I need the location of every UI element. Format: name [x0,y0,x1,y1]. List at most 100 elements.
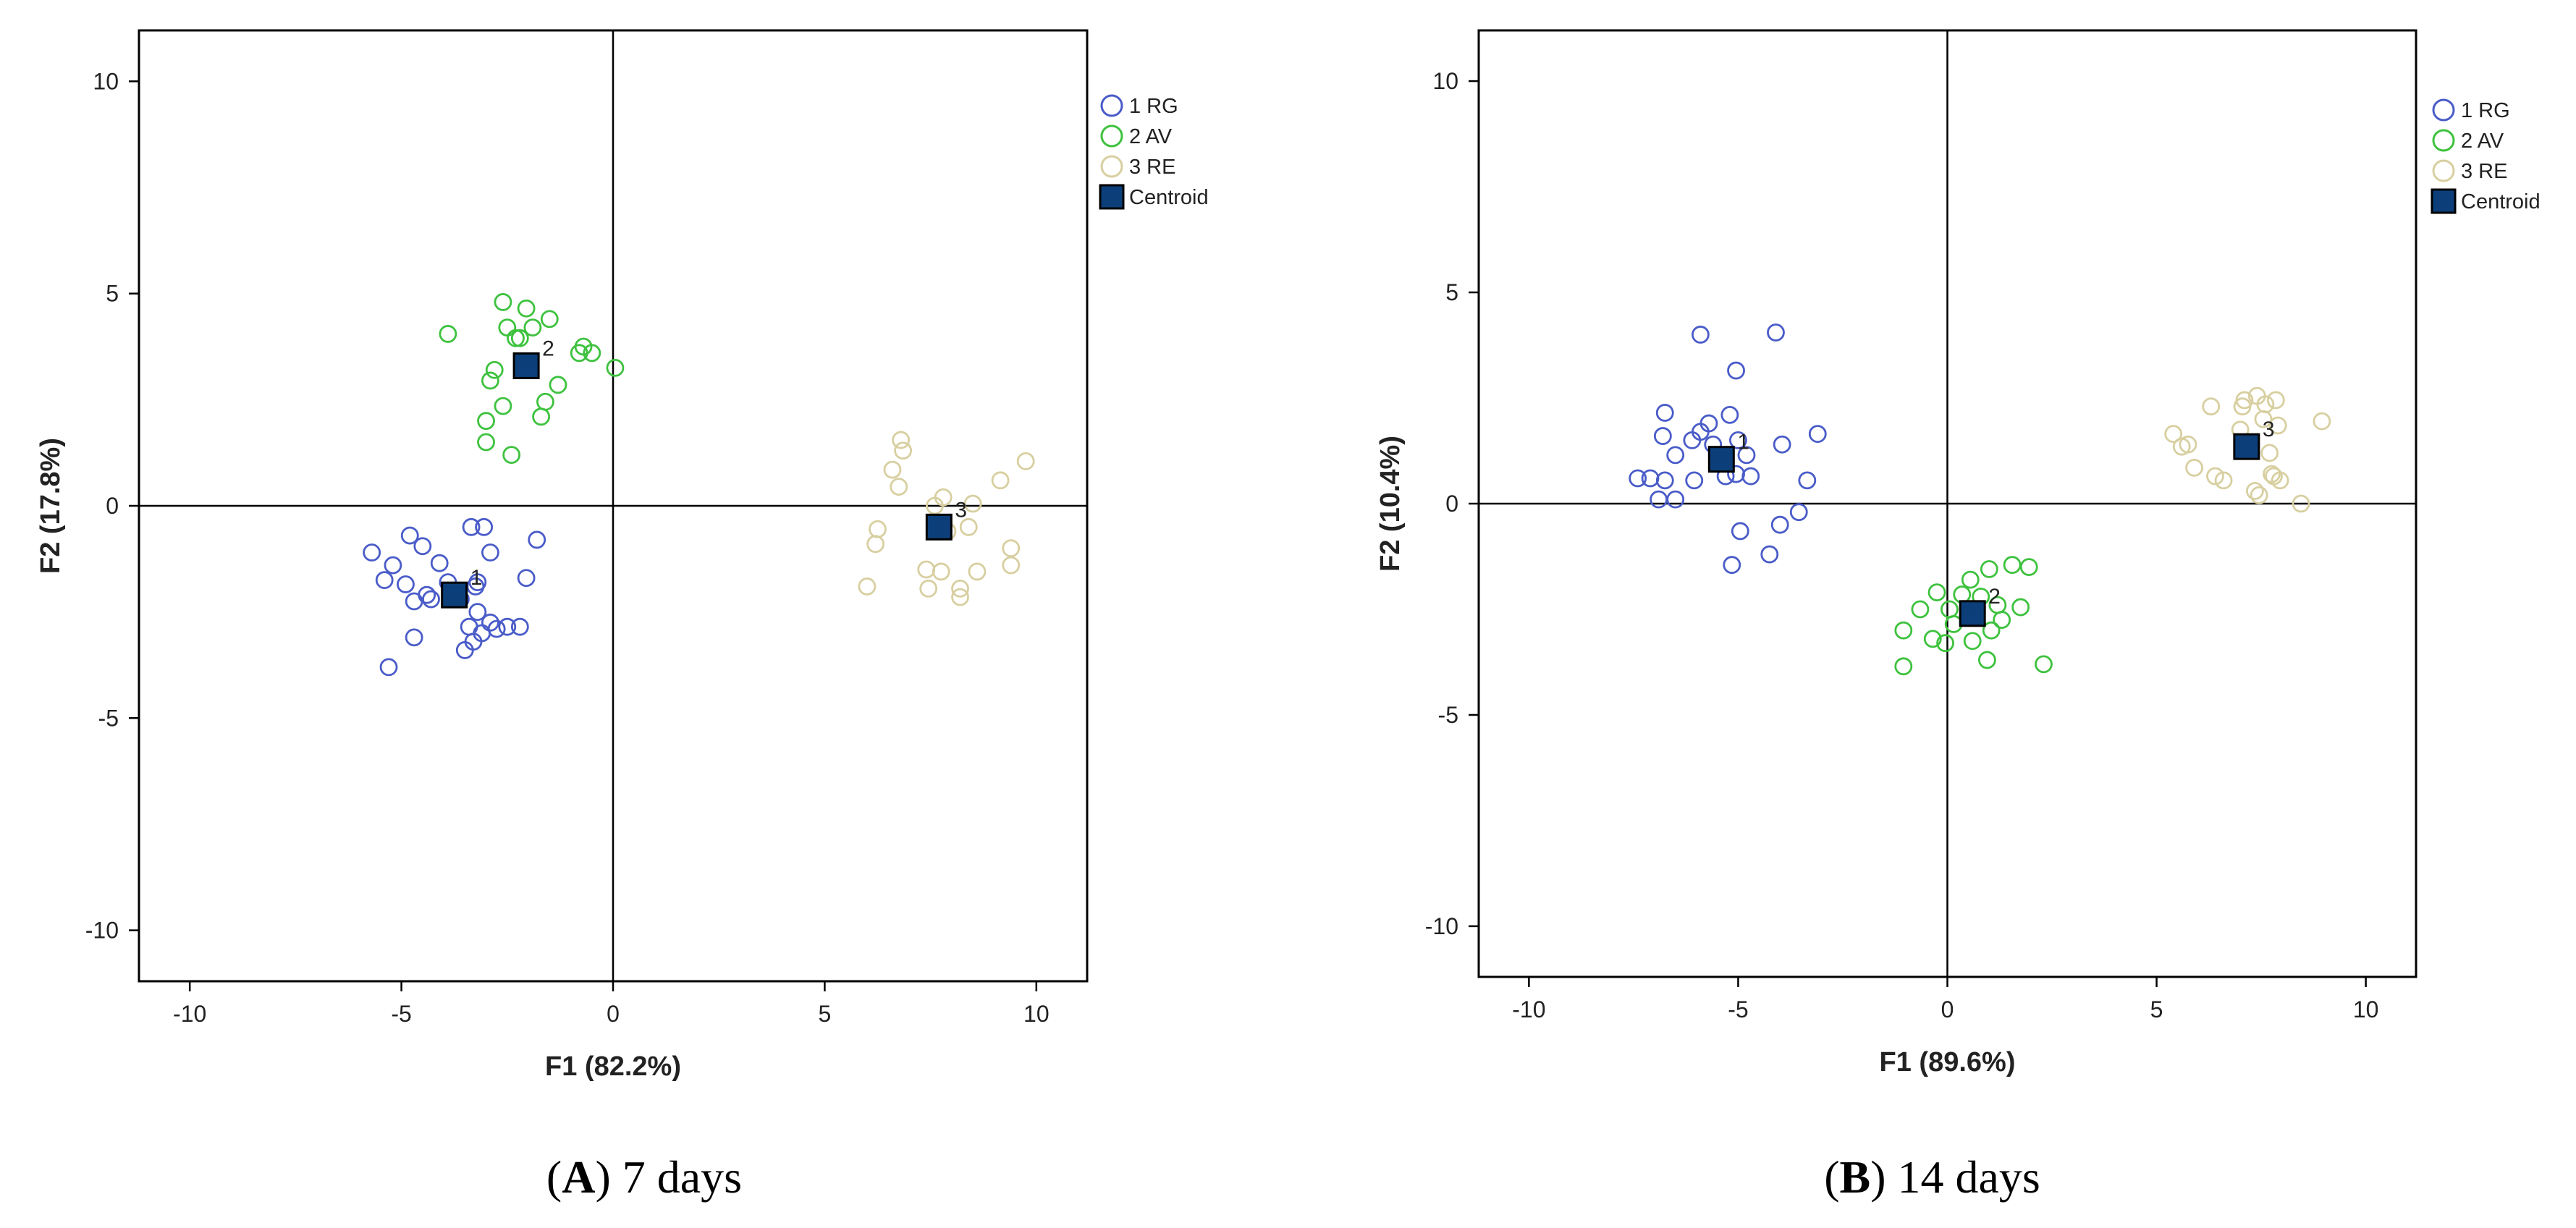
data-point [917,560,936,579]
data-point [2250,486,2268,504]
legend-symbol [2432,98,2455,122]
data-point [517,299,536,318]
data-point [468,603,487,622]
data-point [1936,634,1955,653]
data-point [2271,471,2289,490]
caption-b: (B) 14 days [1824,1151,2040,1203]
y-tick-label: -5 [1438,702,1458,728]
legend-centroid-symbol [2431,188,2457,214]
data-point [2206,467,2224,486]
centroid-marker [1707,446,1735,473]
data-point [481,371,499,390]
x-tick-label: 10 [1023,1001,1050,1027]
x-tick-label: 5 [819,1001,832,1027]
data-point [422,590,440,609]
centroid-marker [441,581,468,609]
data-point [1727,361,1745,380]
data-point [1655,404,1674,422]
y-tick-label: 0 [106,493,119,519]
x-tick-label: -10 [173,1001,206,1027]
data-point [1894,657,1913,676]
data-point [397,575,415,593]
data-point [413,537,432,556]
data-point [991,471,1010,490]
data-point [1770,515,1789,534]
data-point [919,579,938,598]
data-point [1692,326,1710,344]
data-point [2179,435,2197,454]
data-point [375,571,394,590]
data-point [1002,556,1021,575]
data-point [2202,397,2221,416]
centroid-label: 3 [2263,418,2275,441]
data-point [1760,545,1779,564]
data-point [1723,556,1741,575]
data-point [1666,490,1685,509]
caption-a: (A) 7 days [546,1151,743,1203]
data-point [2246,482,2264,500]
data-point [2268,416,2287,435]
data-point [523,318,542,337]
legend-centroid-symbol [1099,184,1125,210]
y-tick-label: 10 [93,68,119,94]
data-point [1016,452,1035,470]
data-point [2214,471,2233,490]
centroid-marker [925,513,953,541]
x-tick-label: 5 [2150,996,2163,1022]
data-point [2256,395,2275,414]
legend-label: Centroid [1129,186,1209,209]
data-point [487,619,506,638]
data-point [1894,621,1913,640]
data-point [540,310,559,329]
x-tick-label: -5 [1728,996,1748,1022]
data-point [1699,414,1718,433]
data-point [963,494,982,513]
legend: 1 RG 2 AV 3 RE Centroid [1099,94,1209,210]
data-point [1653,427,1672,445]
data-point [583,344,601,363]
data-point [2185,458,2203,477]
legend-label: 2 AV [1129,125,1173,148]
data-point [894,441,913,460]
caption-text: 14 days [1885,1151,2040,1203]
data-point [968,562,987,581]
data-point [2292,494,2310,513]
y-tick-label: 10 [1432,68,1458,94]
panel-a: -10 -5 0 5 10 -10 -5 0 5 10 F1 (82.2%) F2 (17.8%) 1 2… [35,29,1209,1082]
data-point [418,585,436,604]
data-point [1731,522,1749,541]
data-point [1982,621,2001,640]
data-point [475,517,494,536]
data-point [1629,469,1647,488]
legend-symbol [1100,124,1123,148]
data-point [1963,632,1982,651]
data-point [866,535,884,554]
panel-b: -10 -5 0 5 10 -10 -5 0 5 10 F1 (89.6%) F2 (10.4%) 1 2… [1375,29,2541,1077]
x-tick-label: -10 [1512,996,1545,1022]
y-tick-label: 0 [1445,491,1458,517]
data-point [951,579,969,598]
data-point [892,431,911,449]
data-point [363,543,381,562]
data-point [1729,431,1747,449]
caption-letter: A [562,1151,596,1203]
data-point [932,562,950,581]
data-point [1961,570,1980,589]
legend-symbol [2432,129,2455,152]
centroid-marker [1959,600,1986,627]
data-point [934,488,953,507]
data-point [1980,560,1998,578]
x-axis-label: F1 (82.2%) [545,1051,681,1082]
y-tick-label: -10 [85,918,119,944]
data-point [439,325,457,343]
data-point [532,407,550,426]
data-point [1737,446,1756,465]
y-tick-label: -5 [98,705,119,731]
centroid-label: 1 [470,566,483,590]
data-point [1993,611,2011,629]
data-point [507,329,525,347]
data-point [384,556,402,575]
data-point [528,530,546,549]
x-axis-label: F1 (89.6%) [1880,1047,2016,1077]
